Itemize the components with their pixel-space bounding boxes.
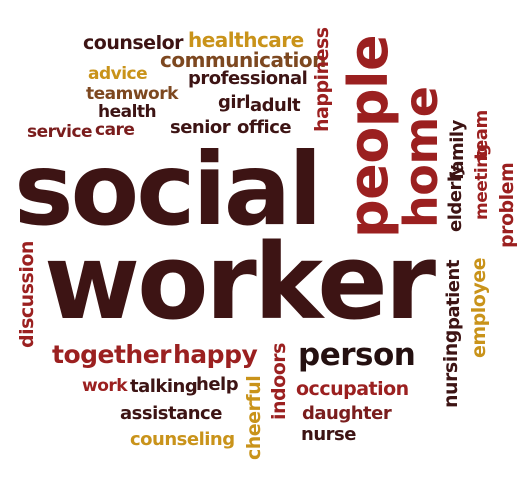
word-together: together [52,340,172,369]
word-family: family [447,120,468,180]
word-professional: professional [188,68,308,89]
word-health: health [98,102,157,122]
word-girl: girl [218,92,251,113]
word-counseling: counseling [130,429,235,450]
word-care: care [95,120,135,140]
word-patient: patient [443,260,464,330]
word-nurse: nurse [301,424,356,445]
word-talking: talking [130,376,198,397]
word-person: person [298,337,416,373]
word-advice: advice [88,64,148,84]
word-home: home [394,86,448,228]
word-counselor: counselor [83,32,184,54]
word-office: office [237,117,292,138]
word-meeting: meeting [472,144,492,221]
word-senior: senior [170,117,231,138]
word-help: help [196,374,239,395]
word-service: service [27,122,93,142]
word-happiness: happiness [311,27,333,132]
word-communication: communication [160,48,326,72]
word-happy: happy [173,340,258,369]
word-worker: worker [44,221,436,343]
word-employee: employee [468,257,490,358]
word-adult: adult [250,95,301,116]
word-assistance: assistance [120,403,222,424]
word-social: social [14,131,323,248]
word-teamwork: teamwork [86,84,178,104]
word-healthcare: healthcare [188,28,304,52]
word-daughter: daughter [302,403,392,424]
word-cheerful: cheerful [243,375,265,460]
word-people: people [337,34,400,238]
word-work: work [82,376,128,396]
word-discussion: discussion [16,241,38,348]
word-occupation: occupation [296,378,409,400]
word-indoors: indoors [268,343,290,420]
word-nursing: nursing [440,330,462,408]
word-problem: problem [496,162,518,248]
